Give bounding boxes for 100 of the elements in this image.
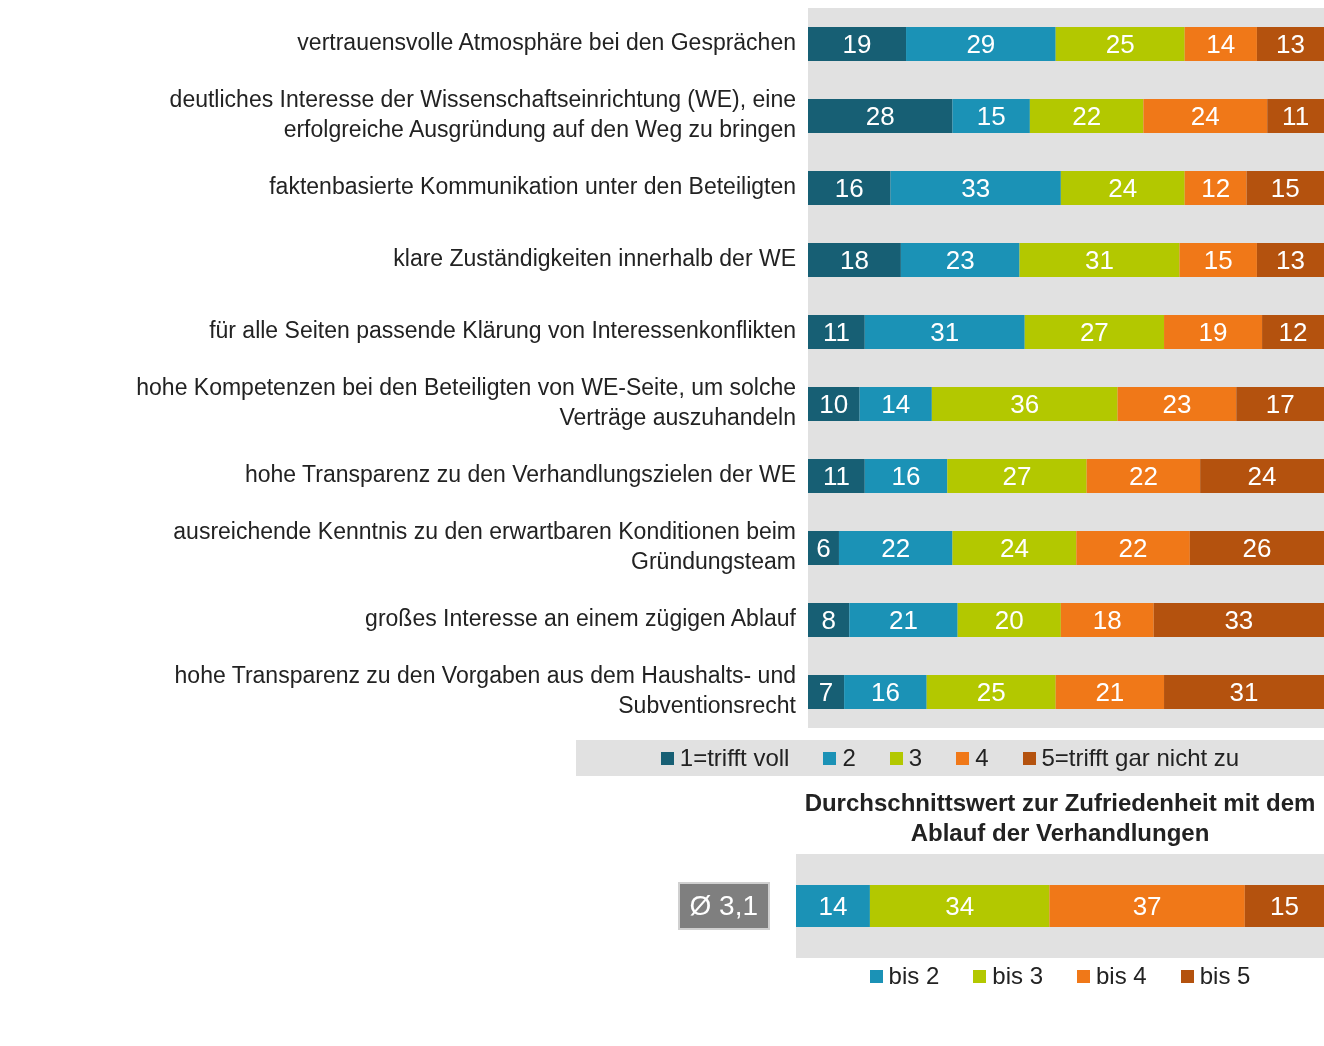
bar [1256,243,1324,277]
bar [1200,459,1324,493]
data-label: 16 [891,461,921,492]
y-tick-label: großes Interesse an einem zügigen Ablauf [365,605,797,632]
data-label: 14 [1206,29,1236,60]
y-tick-label: deutliches Interesse der Wissenschaftseinrichtung (WE), eine erfolgreiche Ausgründung auf den Weg zu bringen [169,86,796,143]
data-label: 14 [818,891,848,922]
data-label: 33 [1224,605,1254,636]
data-label: 15 [1269,891,1299,922]
bar [1262,315,1324,349]
bar [1049,885,1245,927]
bar [1184,27,1257,61]
y-tick-label: klare Zuständigkeiten innerhalb der WE [393,245,796,272]
bar [1256,27,1324,61]
bar [1076,531,1190,565]
bar [1179,243,1257,277]
data-label: 29 [966,29,996,60]
bar [1246,171,1324,205]
data-label: 15 [976,101,1006,132]
legend-label: bis 3 [991,962,1043,990]
data-label: 24 [1190,101,1220,132]
bar [1055,675,1165,709]
data-label: 19 [842,29,872,60]
legend-label: bis 2 [887,962,940,990]
data-label: 23 [1162,389,1192,420]
bar [1164,315,1263,349]
data-label: 37 [1132,891,1162,922]
data-label: 11 [822,461,850,492]
data-label: 11 [1282,101,1310,132]
bar [808,243,901,277]
chart-title: Durchschnittswert zur Zufriedenheit mit dem Ablauf der Verhandlungen [803,788,1317,848]
data-label: 22 [1118,533,1148,564]
bar [952,531,1077,565]
bar [931,387,1118,421]
y-tick-label: hohe Transparenz zu den Verhandlungszielen der WE [244,461,796,488]
bar [1060,171,1185,205]
bar [1029,99,1144,133]
legend-label: 3 [907,744,923,772]
bar [808,675,845,709]
bar [1164,675,1324,709]
data-label: 24 [1247,461,1277,492]
data-label: 20 [994,605,1024,636]
data-label: 33 [961,173,991,204]
legend-label: 4 [974,744,989,772]
bar [796,885,870,927]
data-label: 23 [945,245,975,276]
data-label: 25 [1105,29,1135,60]
bar [1189,531,1324,565]
data-label: 12 [1278,317,1308,348]
bar [838,531,953,565]
data-label: 12 [1201,173,1231,204]
data-label: 18 [839,245,869,276]
y-tick-label: ausreichende Kenntnis zu den erwartbaren Konditionen beim Gründungsteam [173,518,796,575]
y-tick-label: faktenbasierte Kommunikation unter den Beteiligten [269,173,796,200]
legend-label: 1=trifft voll [678,744,790,772]
data-label: 22 [881,533,911,564]
data-label: 11 [822,317,850,348]
bar [1244,885,1324,927]
data-label: 17 [1265,389,1295,420]
bar [859,387,932,421]
data-label: 21 [1095,677,1125,708]
bar [849,603,958,637]
data-label: 27 [1079,317,1109,348]
data-label: 36 [1010,389,1040,420]
bar [890,171,1061,205]
data-label: 25 [976,677,1006,708]
data-label: 22 [1128,461,1158,492]
bar [808,171,891,205]
y-tick-label: hohe Transparenz zu den Vorgaben aus dem Haushalts- und Subventionsrecht [174,662,797,719]
bar [1055,27,1185,61]
data-label: 19 [1198,317,1228,348]
data-label: 24 [1108,173,1138,204]
bar [844,675,927,709]
data-label: 21 [889,605,918,636]
y-tick-label: hohe Kompetenzen bei den Beteiligten von WE-Seite, um solche Verträge auszuhandeln [136,374,796,431]
data-label: 15 [1270,173,1300,204]
legend-label: 2 [841,744,856,772]
data-label: 26 [1242,533,1272,564]
data-label: 31 [1229,677,1259,708]
bar [1236,387,1324,421]
bar [952,99,1030,133]
data-label: 14 [881,389,911,420]
data-label: 13 [1276,245,1305,276]
data-label: 28 [865,101,895,132]
data-label: 13 [1276,29,1305,60]
bar [926,675,1056,709]
bar [1060,603,1154,637]
data-label: 31 [1085,245,1114,276]
data-label: 10 [819,389,849,420]
bar [1267,99,1324,133]
data-label: 16 [870,677,900,708]
data-label: 7 [818,677,834,708]
bar [808,459,865,493]
text: Ø 3,1 [677,882,770,930]
bar [808,315,865,349]
bar [957,603,1061,637]
data-label: 22 [1072,101,1102,132]
bar [1184,171,1247,205]
y-tick-label: vertrauensvolle Atmosphäre bei den Gesprächen [297,29,796,56]
bar [1143,99,1268,133]
